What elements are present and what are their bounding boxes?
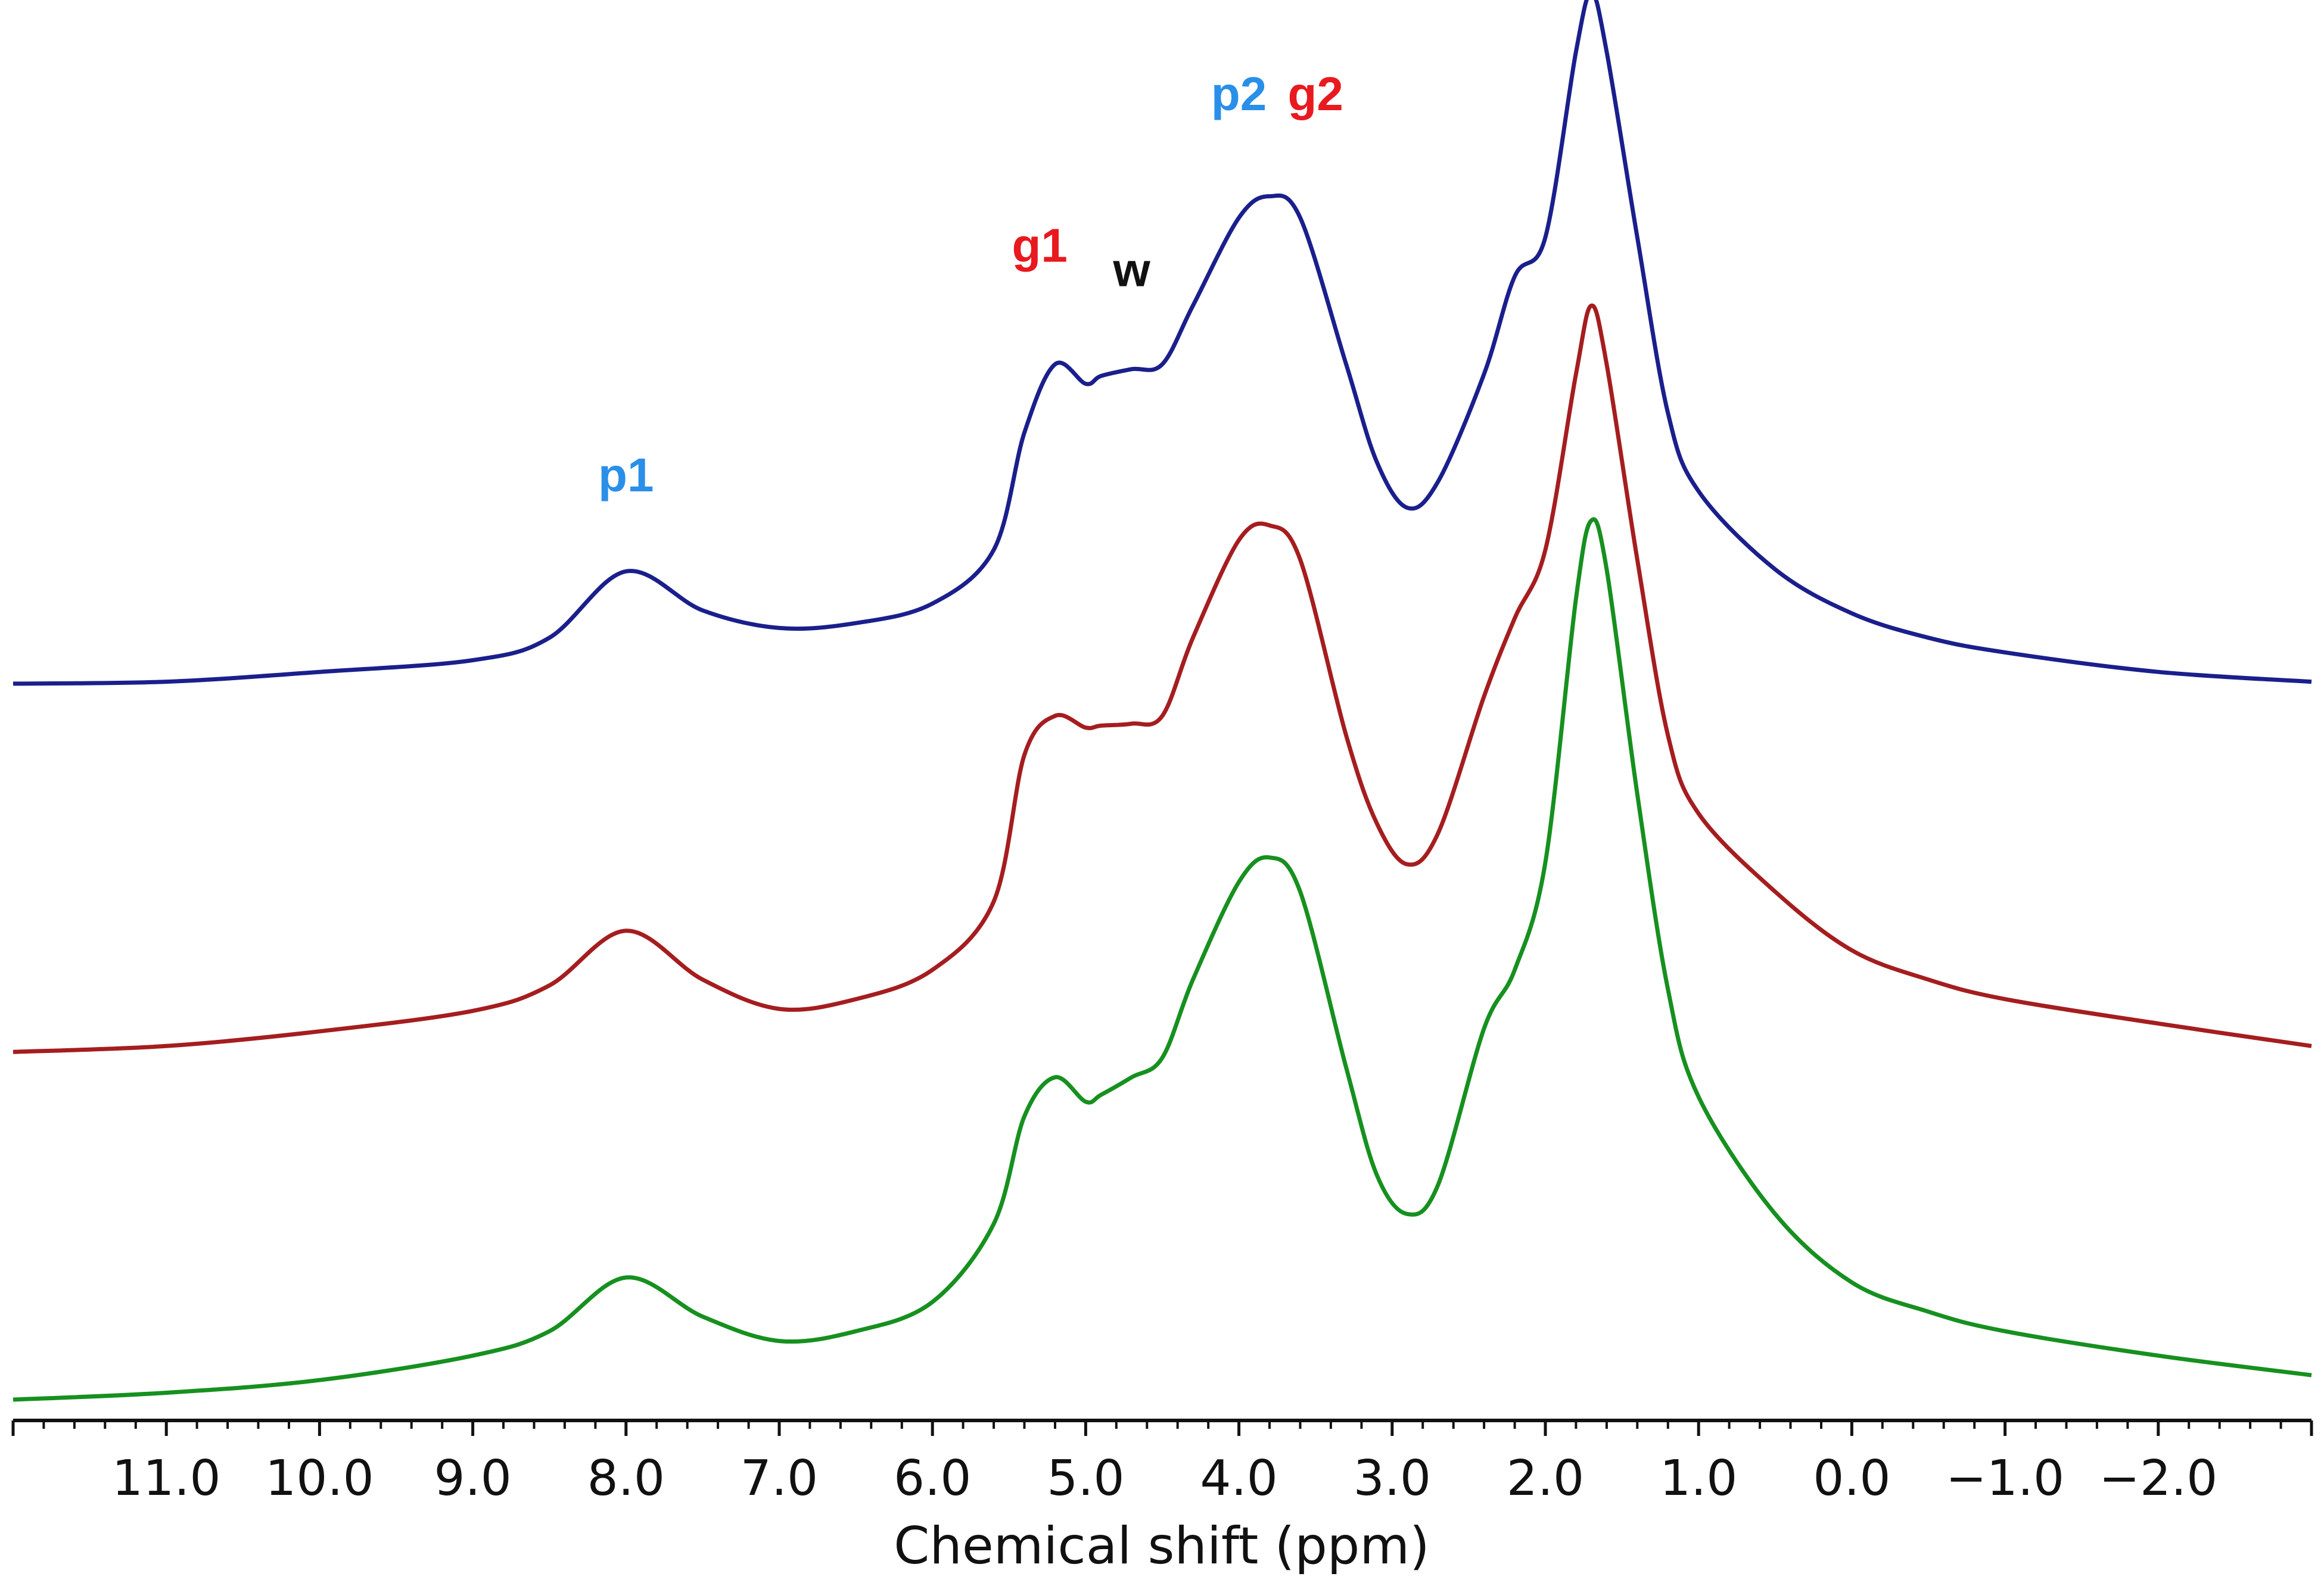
x-tick-label: 4.0 (1200, 1450, 1277, 1507)
x-tick-label: 10.0 (265, 1450, 374, 1507)
x-tick-label: −1.0 (1946, 1450, 2064, 1507)
series-line-3 (13, 517, 2312, 1402)
peak-label-p2: p2 (1211, 67, 1267, 120)
x-tick-label: 7.0 (741, 1450, 818, 1507)
series-line-1 (13, 0, 2312, 686)
x-tick-label: 8.0 (587, 1450, 665, 1507)
series-line-2 (13, 303, 2312, 1054)
x-tick-label: 11.0 (112, 1450, 221, 1507)
x-tick-label: −2.0 (2099, 1450, 2217, 1507)
x-tick-label: 1.0 (1660, 1450, 1737, 1507)
peak-label-g2: g2 (1288, 67, 1343, 120)
x-tick-label: 9.0 (434, 1450, 511, 1507)
x-axis-title: Chemical shift (ppm) (894, 1516, 1429, 1576)
x-tick-label: 2.0 (1507, 1450, 1584, 1507)
peak-label-p1: p1 (598, 448, 654, 501)
peak-label-g1: g1 (1012, 219, 1068, 272)
peak-labels: p1g1wp2g2p3 (598, 67, 1343, 501)
x-tick-label: 5.0 (1047, 1450, 1124, 1507)
x-tick-label: 6.0 (894, 1450, 971, 1507)
x-axis-tick-labels: 11.0 10.0 9.0 8.0 7.0 6.0 5.0 4.0 3.0 2.0 1.0 0.0 −1… (112, 1450, 2217, 1507)
peak-label-w: w (1112, 243, 1150, 296)
series-layer (13, 0, 2312, 1402)
x-tick-label: 0.0 (1813, 1450, 1890, 1507)
x-axis: 11.0 10.0 9.0 8.0 7.0 6.0 5.0 4.0 3.0 2.0 1.0 0.0 −1… (11, 1419, 2313, 1507)
x-tick-label: 3.0 (1354, 1450, 1431, 1507)
x-axis-ticks (11, 1420, 2313, 1436)
